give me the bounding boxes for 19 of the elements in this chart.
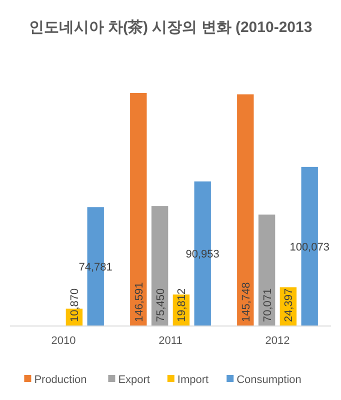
data-label: 19,812 (176, 288, 188, 322)
data-label: 70,071 (262, 288, 274, 322)
legend-label: Import (177, 374, 209, 386)
legend-label: Production (34, 374, 87, 386)
x-tick-label: 2010 (51, 335, 76, 347)
data-label: 24,397 (283, 288, 296, 322)
bar (130, 92, 147, 326)
chart-title: 인도네시아 차(茶) 시장의 변화 (2010-2013 (28, 19, 312, 36)
data-label: 145,748 (240, 282, 252, 322)
data-label: 75,450 (154, 288, 167, 322)
bar (151, 206, 168, 326)
x-tick-label: 2012 (265, 335, 290, 347)
bar (258, 214, 276, 326)
bar (237, 94, 254, 326)
data-label: 146,591 (133, 282, 146, 322)
legend-label: Export (118, 374, 150, 386)
x-tick-label: 2011 (158, 335, 182, 347)
data-label: 10,870 (69, 288, 82, 322)
legend-label: Consumption (236, 374, 302, 386)
